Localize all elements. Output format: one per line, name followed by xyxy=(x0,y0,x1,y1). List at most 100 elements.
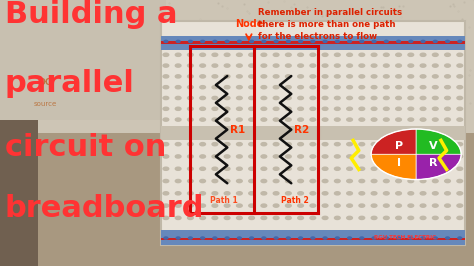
Circle shape xyxy=(212,64,218,67)
Circle shape xyxy=(201,237,204,239)
Circle shape xyxy=(445,143,450,146)
Circle shape xyxy=(408,118,414,121)
Circle shape xyxy=(445,155,450,158)
Text: Node: Node xyxy=(235,19,263,28)
Circle shape xyxy=(397,40,401,43)
Text: Path 1: Path 1 xyxy=(210,197,237,205)
Circle shape xyxy=(371,53,377,56)
Circle shape xyxy=(285,86,291,89)
Text: V: V xyxy=(429,141,438,151)
Circle shape xyxy=(383,143,389,146)
Circle shape xyxy=(261,180,267,183)
Circle shape xyxy=(371,204,377,207)
Circle shape xyxy=(396,155,401,158)
Circle shape xyxy=(261,86,267,89)
Circle shape xyxy=(224,64,230,67)
Circle shape xyxy=(261,167,267,170)
Circle shape xyxy=(396,86,401,89)
Circle shape xyxy=(432,75,438,78)
Circle shape xyxy=(420,167,426,170)
Circle shape xyxy=(249,192,255,195)
Circle shape xyxy=(371,192,377,195)
Circle shape xyxy=(323,237,327,239)
Circle shape xyxy=(396,216,401,219)
Circle shape xyxy=(163,167,169,170)
Circle shape xyxy=(322,167,328,170)
Circle shape xyxy=(383,118,389,121)
Circle shape xyxy=(310,53,316,56)
Circle shape xyxy=(175,167,181,170)
Text: Remember in parallel circuits
there is more than one path
for the electrons to f: Remember in parallel circuits there is m… xyxy=(258,8,402,41)
Circle shape xyxy=(273,86,279,89)
Circle shape xyxy=(249,118,255,121)
Circle shape xyxy=(261,75,267,78)
Circle shape xyxy=(261,155,267,158)
Circle shape xyxy=(359,155,365,158)
Circle shape xyxy=(250,237,254,239)
Circle shape xyxy=(432,216,438,219)
Circle shape xyxy=(212,155,218,158)
Circle shape xyxy=(408,204,414,207)
Circle shape xyxy=(420,75,426,78)
Circle shape xyxy=(408,155,414,158)
Circle shape xyxy=(310,64,316,67)
Circle shape xyxy=(408,192,414,195)
Circle shape xyxy=(383,192,389,195)
Circle shape xyxy=(371,64,377,67)
Circle shape xyxy=(347,155,353,158)
Circle shape xyxy=(372,237,376,239)
Circle shape xyxy=(310,216,316,219)
Circle shape xyxy=(458,40,462,43)
Text: parallel: parallel xyxy=(5,69,135,98)
Circle shape xyxy=(237,167,242,170)
Circle shape xyxy=(261,118,267,121)
Circle shape xyxy=(285,75,291,78)
Circle shape xyxy=(224,155,230,158)
Circle shape xyxy=(261,216,267,219)
Circle shape xyxy=(188,180,193,183)
Circle shape xyxy=(224,192,230,195)
Circle shape xyxy=(212,192,218,195)
Circle shape xyxy=(212,75,218,78)
Circle shape xyxy=(285,53,291,56)
Circle shape xyxy=(212,167,218,170)
Circle shape xyxy=(200,155,205,158)
Circle shape xyxy=(250,40,254,43)
Circle shape xyxy=(371,167,377,170)
Circle shape xyxy=(175,180,181,183)
Bar xyxy=(0,0,474,133)
Circle shape xyxy=(273,180,279,183)
Circle shape xyxy=(335,107,340,110)
Circle shape xyxy=(335,167,340,170)
Circle shape xyxy=(457,75,463,78)
Circle shape xyxy=(322,64,328,67)
Circle shape xyxy=(163,192,169,195)
Circle shape xyxy=(335,192,340,195)
Circle shape xyxy=(383,180,389,183)
Circle shape xyxy=(188,64,193,67)
Circle shape xyxy=(371,96,377,99)
Circle shape xyxy=(224,216,230,219)
Circle shape xyxy=(298,96,303,99)
Circle shape xyxy=(261,143,267,146)
Circle shape xyxy=(163,118,169,121)
Circle shape xyxy=(249,86,255,89)
Circle shape xyxy=(457,107,463,110)
Circle shape xyxy=(200,216,205,219)
Circle shape xyxy=(396,53,401,56)
Circle shape xyxy=(188,204,193,207)
Circle shape xyxy=(348,40,352,43)
Circle shape xyxy=(188,216,193,219)
Circle shape xyxy=(335,118,340,121)
Circle shape xyxy=(273,53,279,56)
Circle shape xyxy=(237,143,242,146)
Bar xyxy=(0,0,166,120)
Circle shape xyxy=(420,64,426,67)
Circle shape xyxy=(445,204,450,207)
Circle shape xyxy=(446,40,449,43)
Circle shape xyxy=(273,143,279,146)
Circle shape xyxy=(200,53,205,56)
Bar xyxy=(161,21,465,245)
Circle shape xyxy=(175,204,181,207)
Circle shape xyxy=(420,155,426,158)
